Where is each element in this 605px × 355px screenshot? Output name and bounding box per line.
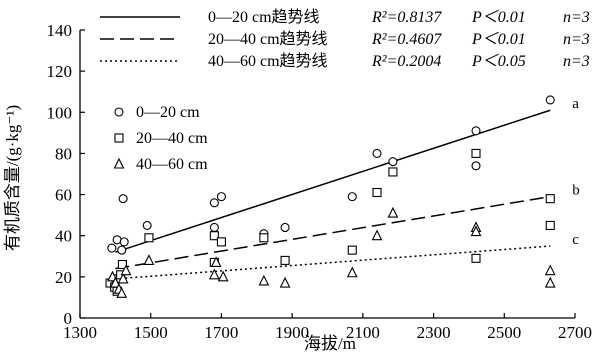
legend-r2: R²=0.8137 xyxy=(371,9,442,26)
legend-marker-triangle xyxy=(113,157,125,169)
data-point-circle xyxy=(119,237,129,247)
data-points xyxy=(105,95,556,298)
trendline-label-b: b xyxy=(572,183,580,199)
axes: 0 20 40 60 80 100 120 140 1300 1500 1700 1900 2100 23… xyxy=(47,21,593,342)
trendlines: a b c xyxy=(115,96,580,280)
data-point-square xyxy=(280,255,290,265)
legend-r2: R²=0.4607 xyxy=(371,31,442,48)
data-point-triangle xyxy=(120,264,132,276)
data-point-circle xyxy=(471,126,481,136)
data-point-square xyxy=(471,253,481,263)
data-point-square xyxy=(117,259,127,270)
data-point-square xyxy=(144,233,154,243)
legend-marker-circle xyxy=(114,107,124,117)
y-tick-label: 100 xyxy=(47,103,73,122)
data-point-square xyxy=(216,237,226,247)
data-point-circle xyxy=(209,198,219,208)
x-axis-title: 海拔/m xyxy=(304,334,356,353)
data-point-triangle xyxy=(208,268,220,280)
legend-trend-label: 0—20 cm趋势线 xyxy=(208,8,320,26)
legend-n: n=3 xyxy=(563,53,590,70)
data-point-triangle xyxy=(279,276,291,288)
legend-n: n=3 xyxy=(563,9,590,26)
data-point-square xyxy=(545,194,555,204)
data-point-triangle xyxy=(217,270,229,282)
data-point-triangle xyxy=(387,206,399,218)
data-point-circle xyxy=(142,220,152,230)
data-point-circle xyxy=(216,192,226,202)
data-point-circle xyxy=(388,157,398,167)
data-point-triangle xyxy=(143,254,155,265)
data-point-triangle xyxy=(116,287,128,298)
trendline-label-c: c xyxy=(572,232,579,248)
data-point-square xyxy=(471,148,481,158)
y-tick-label: 40 xyxy=(55,227,72,246)
legend-p: P＜0.01 xyxy=(471,31,526,48)
data-point-square xyxy=(372,187,382,198)
legend-p: P＜0.05 xyxy=(471,53,526,70)
trendline-label-a: a xyxy=(572,96,579,112)
data-point-triangle xyxy=(210,256,222,268)
data-point-square xyxy=(545,220,555,230)
data-point-square xyxy=(347,245,357,255)
y-tick-label: 120 xyxy=(47,62,73,81)
data-point-triangle xyxy=(371,229,383,241)
x-tick-label: 2100 xyxy=(346,323,380,342)
legend: 0—20 cm趋势线 R²=0.8137 P＜0.01 n=3 20—40 cm趋势线 R… xyxy=(100,8,590,173)
legend-marker-square xyxy=(114,133,124,143)
data-point-triangle xyxy=(544,276,556,288)
y-tick-label: 140 xyxy=(47,21,73,40)
x-tick-label: 1300 xyxy=(63,323,97,342)
data-point-triangle xyxy=(346,266,358,278)
data-point-circle xyxy=(107,243,117,253)
legend-trend-label: 40—60 cm趋势线 xyxy=(208,52,328,70)
data-point-square xyxy=(259,233,269,243)
data-point-triangle xyxy=(117,272,129,284)
legend-marker-label: 0—20 cm xyxy=(136,104,200,121)
y-tick-label: 0 xyxy=(64,309,73,328)
legend-trend-label: 20—40 cm趋势线 xyxy=(208,30,328,48)
data-point-triangle xyxy=(258,274,270,286)
trendline-2 xyxy=(115,195,551,270)
legend-p: P＜0.01 xyxy=(471,9,526,26)
data-point-triangle xyxy=(470,225,482,237)
x-tick-label: 2700 xyxy=(558,323,592,342)
data-point-circle xyxy=(280,222,290,233)
y-tick-label: 60 xyxy=(55,186,72,205)
data-point-circle xyxy=(471,161,481,171)
trendline-3 xyxy=(115,245,551,280)
y-tick-label: 80 xyxy=(55,144,72,163)
x-tick-label: 1700 xyxy=(204,323,238,342)
data-point-triangle xyxy=(109,276,121,288)
data-point-circle xyxy=(372,148,382,158)
data-point-circle xyxy=(545,95,555,105)
y-tick-label: 20 xyxy=(55,268,72,287)
legend-n: n=3 xyxy=(563,31,590,48)
legend-marker-label: 40—60 cm xyxy=(136,156,208,173)
data-point-triangle xyxy=(544,264,556,276)
x-tick-label: 1900 xyxy=(275,323,309,342)
y-axis-title: 有机质含量/(g·kg⁻¹) xyxy=(3,105,22,251)
legend-r2: R²=0.2004 xyxy=(371,53,441,70)
data-point-circle xyxy=(118,194,128,204)
x-tick-label: 1500 xyxy=(134,323,168,342)
data-point-circle xyxy=(209,222,219,233)
data-point-circle xyxy=(347,192,357,202)
data-point-circle xyxy=(117,245,127,255)
legend-marker-label: 20—40 cm xyxy=(136,130,208,147)
x-tick-label: 2500 xyxy=(487,323,521,342)
x-tick-label: 2300 xyxy=(417,323,451,342)
data-point-square xyxy=(209,231,219,241)
data-point-square xyxy=(388,167,398,177)
